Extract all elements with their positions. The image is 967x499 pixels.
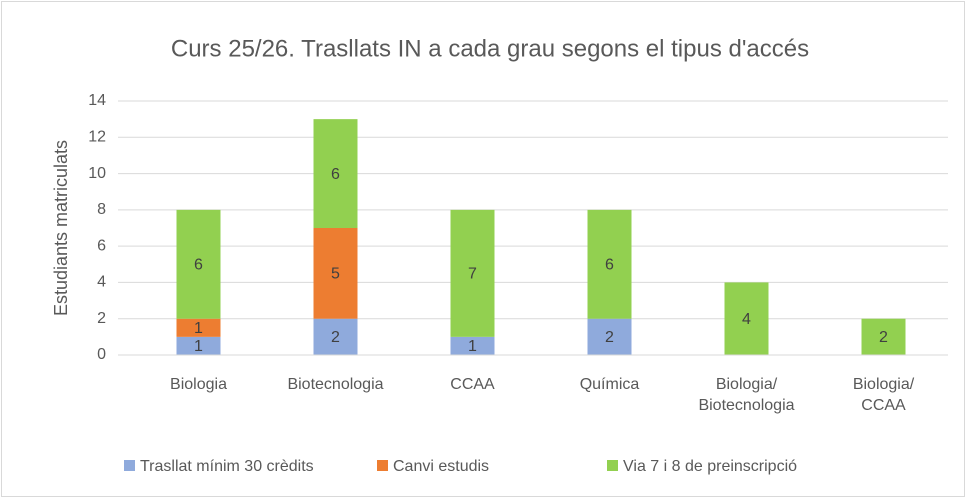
legend-label: Via 7 i 8 de preinscripció bbox=[623, 458, 797, 475]
x-tick-label: Biotecnologia bbox=[287, 376, 384, 393]
bar-segment bbox=[313, 119, 358, 228]
data-label: 4 bbox=[742, 311, 751, 328]
legend-swatch bbox=[124, 460, 135, 471]
bar-segment bbox=[587, 318, 632, 355]
y-axis-label: Estudiants matriculats bbox=[51, 140, 71, 316]
legend-label: Trasllat mínim 30 crèdits bbox=[140, 458, 314, 475]
y-tick-label: 0 bbox=[97, 346, 106, 363]
bar-segment bbox=[176, 209, 221, 319]
y-tick-label: 10 bbox=[88, 165, 106, 182]
bar-segment bbox=[176, 318, 221, 337]
legend-label: Canvi estudis bbox=[393, 458, 489, 475]
bar-segment bbox=[724, 282, 769, 355]
y-tick-label: 2 bbox=[97, 310, 106, 327]
x-tick-label: Biologia bbox=[170, 376, 227, 393]
data-label: 6 bbox=[194, 257, 203, 274]
bar-segment bbox=[861, 318, 906, 355]
bar-segment bbox=[313, 228, 358, 319]
bar-segment bbox=[450, 209, 495, 337]
y-tick-label: 6 bbox=[97, 237, 106, 254]
bar-segment bbox=[313, 318, 358, 355]
chart-title: Curs 25/26. Trasllats IN a cada grau seg… bbox=[171, 35, 809, 62]
y-tick-label: 4 bbox=[97, 274, 106, 291]
y-tick-label: 12 bbox=[88, 129, 106, 146]
data-label: 1 bbox=[468, 338, 477, 355]
data-label: 1 bbox=[194, 320, 203, 337]
bar-segment bbox=[587, 209, 632, 319]
bar-segment bbox=[176, 336, 221, 355]
legend-swatch bbox=[377, 460, 388, 471]
data-label: 5 bbox=[331, 266, 340, 283]
data-label: 1 bbox=[194, 338, 203, 355]
y-tick-label: 14 bbox=[88, 92, 106, 109]
data-label: 6 bbox=[331, 166, 340, 183]
x-tick-label: Biologia/ CCAA bbox=[852, 376, 915, 414]
data-label: 2 bbox=[879, 329, 888, 346]
data-label: 2 bbox=[605, 329, 614, 346]
data-label: 6 bbox=[605, 257, 614, 274]
y-tick-label: 8 bbox=[97, 201, 106, 218]
data-label: 7 bbox=[468, 266, 477, 283]
legend-swatch bbox=[607, 460, 618, 471]
data-label: 2 bbox=[331, 329, 340, 346]
bar-segment bbox=[450, 336, 495, 355]
x-tick-label: CCAA bbox=[450, 376, 495, 393]
x-tick-label: Química bbox=[579, 376, 640, 393]
x-tick-label: Biologia/ Biotecnologia bbox=[698, 376, 795, 414]
